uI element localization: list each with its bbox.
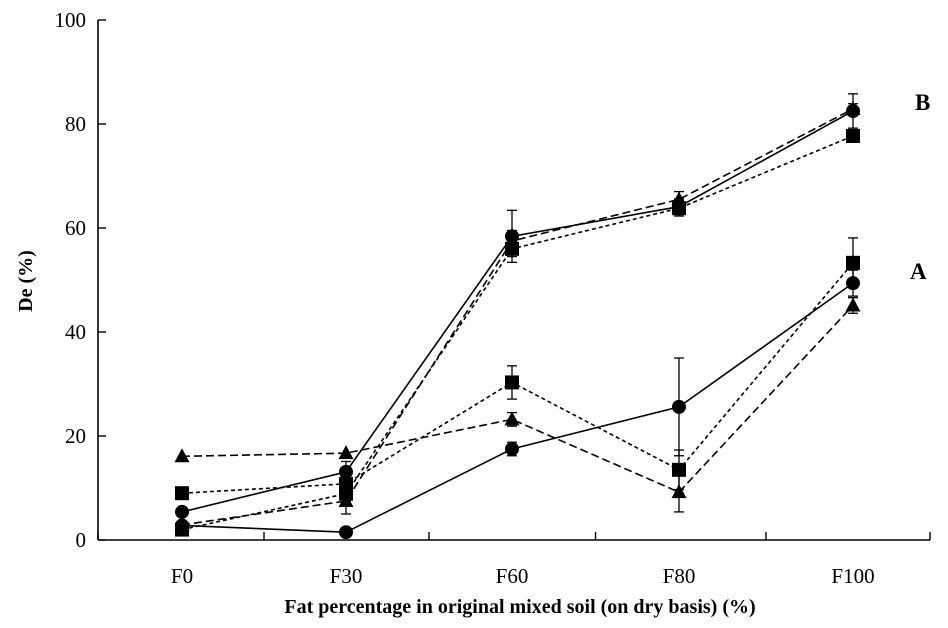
x-tick-label: F100 — [831, 564, 874, 588]
y-tick-label: 60 — [65, 216, 86, 240]
group-label-a: A — [910, 259, 927, 284]
y-tick-label: 40 — [65, 320, 86, 344]
x-axis-title: Fat percentage in original mixed soil (o… — [284, 596, 755, 618]
data-point-triangle — [671, 484, 687, 499]
y-tick-label: 0 — [76, 528, 87, 552]
error-bars — [341, 93, 858, 515]
x-tick-label: F80 — [663, 564, 696, 588]
text-labels: Fat percentage in original mixed soil (o… — [15, 90, 930, 618]
data-point-triangle — [338, 445, 354, 460]
series-line-a-triangle — [181, 304, 854, 494]
data-point-triangle — [174, 448, 190, 463]
x-tick-label: F60 — [496, 564, 529, 588]
y-axis-title: De (%) — [15, 250, 37, 312]
group-label-b: B — [915, 90, 930, 115]
data-point-square — [505, 375, 519, 390]
series-lines — [181, 108, 854, 534]
data-point-square — [846, 255, 860, 270]
x-tick-label: F0 — [171, 564, 193, 588]
data-point-circle — [505, 442, 519, 456]
data-point-triangle — [845, 100, 861, 115]
data-point-triangle — [338, 493, 354, 507]
axes: 0 20 40 60 80 100 F0 F30 F60 F80 F100 — [55, 8, 931, 588]
data-point-triangle — [174, 516, 190, 531]
data-point-square — [672, 462, 686, 477]
y-tick-label: 100 — [55, 8, 87, 32]
data-point-circle — [175, 504, 189, 519]
data-point-square — [846, 128, 860, 143]
series-line-a-circle — [181, 282, 854, 534]
x-tick-label: F30 — [330, 564, 363, 588]
data-point-triangle — [504, 411, 520, 426]
series-line-b-square — [181, 135, 854, 531]
data-point-triangle — [504, 233, 520, 247]
data-point-circle — [339, 525, 353, 540]
series-markers — [174, 100, 861, 540]
data-point-circle — [339, 464, 353, 479]
data-point-circle — [846, 276, 860, 291]
y-tick-label: 20 — [65, 424, 86, 448]
series-line-b-triangle — [181, 108, 854, 526]
data-point-triangle — [845, 297, 861, 312]
data-point-triangle — [671, 191, 687, 206]
y-tick-label: 80 — [65, 112, 86, 136]
data-point-circle — [672, 399, 686, 414]
data-point-square — [175, 486, 189, 501]
